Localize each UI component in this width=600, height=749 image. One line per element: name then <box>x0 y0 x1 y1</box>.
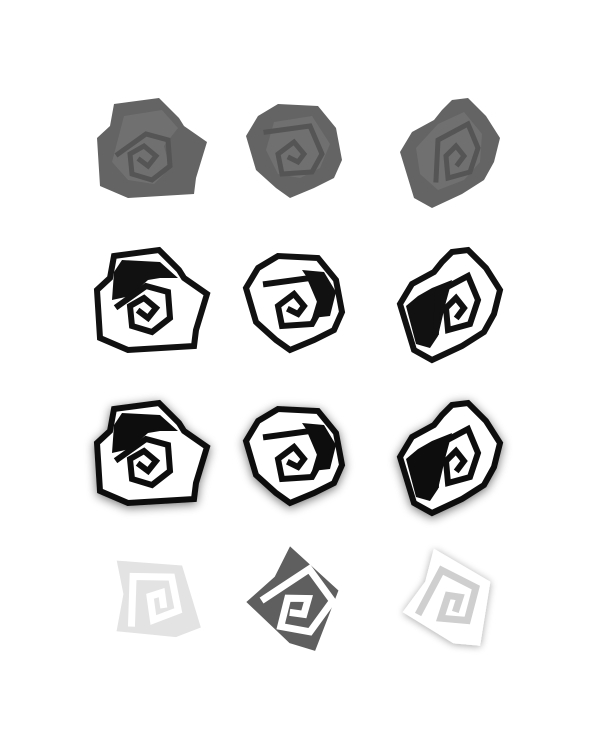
rose-spiral <box>113 435 174 489</box>
rose-b-icon <box>242 252 346 354</box>
rose-spiral <box>433 120 481 183</box>
rose-c-icon <box>396 399 504 517</box>
rose-b-icon <box>242 405 346 507</box>
rose-spiral <box>262 427 326 483</box>
rose-spiral <box>432 271 482 336</box>
rose-spiral <box>432 424 482 489</box>
rose-b-icon <box>246 104 342 198</box>
rose-spiral <box>114 131 173 183</box>
rose-a-icon <box>93 246 211 354</box>
icon-row-2 <box>93 246 504 364</box>
rose-a-icon <box>97 98 207 198</box>
rose-tile-spiral <box>259 564 337 636</box>
rose-spiral <box>113 282 174 336</box>
icon-row-4 <box>116 546 491 651</box>
rose-petal-shadow <box>112 413 178 453</box>
rose-spiral <box>263 123 325 177</box>
rose-tile-spiral <box>415 565 480 625</box>
icon-row-1 <box>97 98 500 208</box>
rose-c-icon <box>396 246 504 364</box>
rose-petal-shadow <box>112 260 178 300</box>
icon-row-3 <box>93 399 504 517</box>
rose-spiral <box>262 274 326 330</box>
rose-tile-spiral <box>127 572 183 627</box>
rose-tile-dark-icon <box>246 546 339 651</box>
rose-a-icon <box>93 399 211 507</box>
rose-tile-light-icon <box>116 560 201 638</box>
rose-c-icon <box>400 98 500 208</box>
rose-tile-white-icon <box>402 548 491 646</box>
